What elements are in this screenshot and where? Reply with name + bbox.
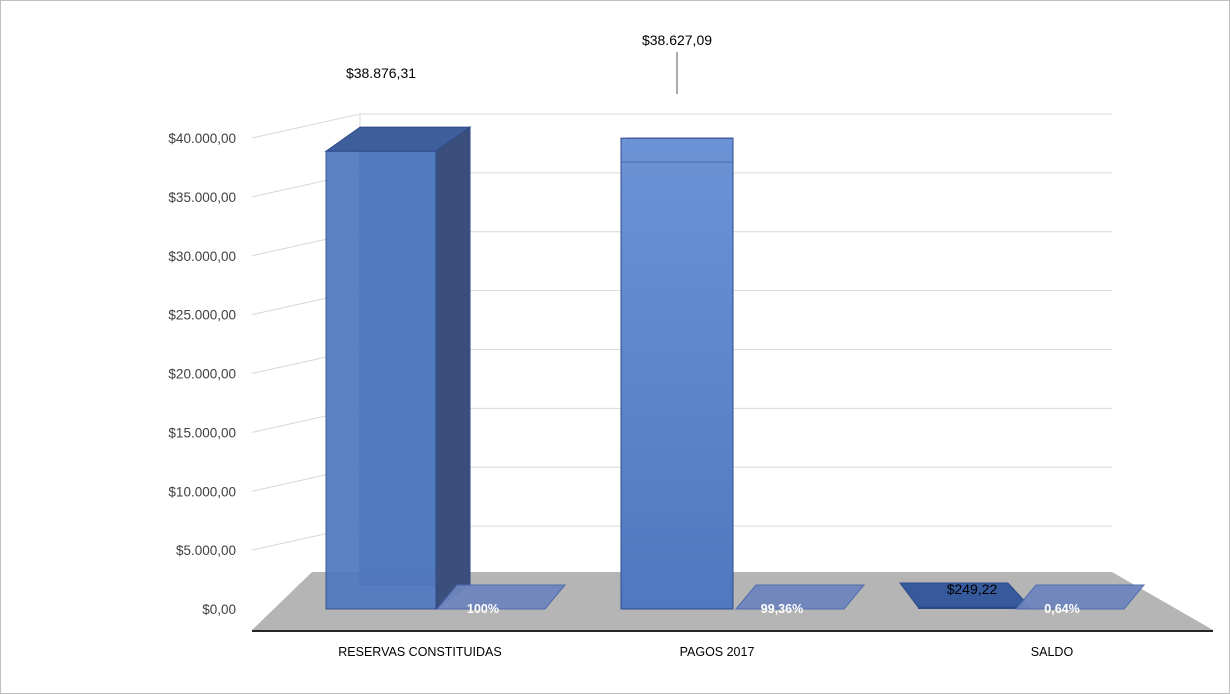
- y-tick-label: $40.000,00: [168, 131, 236, 146]
- value-label-reservas: $38.876,31: [346, 65, 416, 81]
- category-label: SALDO: [1031, 645, 1074, 659]
- percent-bar: [435, 584, 567, 610]
- percent-label: 100%: [467, 602, 499, 616]
- x-axis-categories: RESERVAS CONSTITUIDAS PAGOS 2017 SALDO: [338, 645, 1073, 659]
- bars: [324, 126, 1146, 610]
- percent-bar: [1014, 584, 1146, 610]
- bar-reservas-constituidas: [325, 150, 437, 610]
- bar-reservas-constituidas-side: [435, 126, 471, 610]
- y-tick-label: $35.000,00: [168, 190, 236, 205]
- bar-pagos-2017: [620, 137, 734, 610]
- percent-label: 99,36%: [761, 602, 803, 616]
- y-tick-label: $25.000,00: [168, 308, 236, 323]
- data-labels: 100% 99,36% 0,64% $38.876,31 $38.627,09 $249,…: [346, 32, 1080, 616]
- value-label-pagos: $38.627,09: [642, 32, 712, 48]
- category-label: RESERVAS CONSTITUIDAS: [338, 645, 501, 659]
- percent-bar: [734, 584, 866, 610]
- category-label: PAGOS 2017: [680, 645, 755, 659]
- y-tick-label: $20.000,00: [168, 367, 236, 382]
- percent-label: 0,64%: [1044, 602, 1079, 616]
- y-tick-label: $5.000,00: [176, 543, 236, 558]
- bar-saldo-front: [918, 607, 1030, 609]
- y-tick-label: $15.000,00: [168, 425, 236, 440]
- y-tick-label: $0,00: [202, 602, 236, 617]
- y-tick-label: $30.000,00: [168, 249, 236, 264]
- gridline-side: [251, 113, 361, 139]
- y-axis-ticks: $0,00 $5.000,00 $10.000,00 $15.000,00 $20.00…: [168, 131, 236, 617]
- y-tick-label: $10.000,00: [168, 484, 236, 499]
- value-label-saldo: $249,22: [947, 581, 998, 597]
